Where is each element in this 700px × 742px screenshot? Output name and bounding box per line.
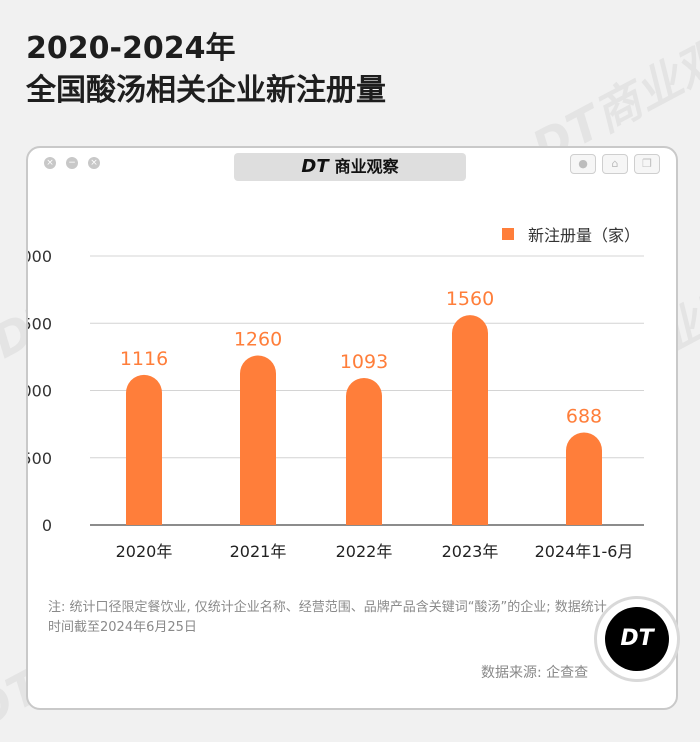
footnote: 注: 统计口径限定餐饮业, 仅统计企业名称、经营范围、品牌产品含关键词“酸汤”的… [48,600,607,635]
bar-value-label: 1116 [120,348,168,370]
dt-badge: DT [594,596,680,682]
bar-value-label: 1560 [446,288,494,310]
brand-name: 商业观察 [334,157,399,176]
copy-button[interactable]: ❐ [634,154,660,174]
bar [346,377,382,525]
x-tick-label: 2023年 [442,542,499,561]
brand-logo-text: DT [301,156,329,177]
y-tick-label: 1000 [28,382,52,401]
bar [240,355,276,525]
window-title-bar: × − × DT 商业观察 ● ⌂ ❐ [28,148,676,184]
x-tick-label: 2021年 [230,542,287,561]
title-line-1: 2020-2024年 [26,31,236,66]
chart-window: × − × DT 商业观察 ● ⌂ ❐ 0 500 1000 1500 2000 1116 2… [26,146,678,710]
minimize-dot-icon[interactable]: − [66,157,78,169]
bar [452,315,488,525]
y-tick-label: 1500 [28,314,52,333]
bar-chart: 0 500 1000 1500 2000 1116 2020年 1260 2021年 1093 20… [28,247,644,561]
bar [126,374,162,525]
bar-value-label: 1093 [340,351,388,373]
record-button[interactable]: ● [570,154,596,174]
title-line-2: 全国酸汤相关企业新注册量 [26,73,386,108]
data-source: 数据来源: 企查查 [481,665,589,681]
page-title: 2020-2024年 全国酸汤相关企业新注册量 [26,28,386,112]
bar [566,432,602,525]
x-tick-label: 2024年1-6月 [535,542,634,561]
bar-value-label: 688 [566,405,602,427]
legend-label: 新注册量（家） [528,226,641,245]
y-tick-label: 500 [28,449,52,468]
x-tick-label: 2022年 [336,542,393,561]
home-button[interactable]: ⌂ [602,154,628,174]
dt-badge-logo: DT [605,607,669,671]
y-tick-label: 0 [42,516,52,535]
y-tick-label: 2000 [28,247,52,266]
x-tick-label: 2020年 [116,542,173,561]
close-dot-icon[interactable]: × [44,157,56,169]
brand-tab: DT 商业观察 [234,153,466,181]
bar-value-label: 1260 [234,329,282,351]
legend: 新注册量（家） [502,222,640,246]
legend-swatch [502,228,514,240]
maximize-dot-icon[interactable]: × [88,157,100,169]
